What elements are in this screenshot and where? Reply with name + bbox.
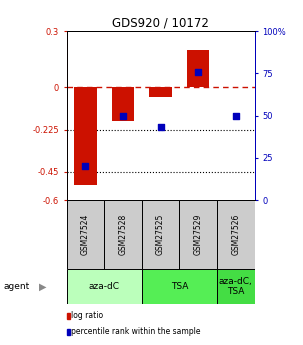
Bar <box>67 200 104 269</box>
Text: log ratio: log ratio <box>71 311 103 320</box>
Point <box>233 113 238 118</box>
Point <box>121 113 125 118</box>
Text: GSM27526: GSM27526 <box>231 214 240 255</box>
Text: aza-dC,
TSA: aza-dC, TSA <box>219 277 253 296</box>
Bar <box>217 269 255 304</box>
Bar <box>67 269 142 304</box>
Bar <box>149 87 172 97</box>
Text: GSM27528: GSM27528 <box>118 214 128 255</box>
Text: ▶: ▶ <box>39 282 47 291</box>
Text: GSM27524: GSM27524 <box>81 214 90 255</box>
Bar <box>112 87 134 121</box>
Bar <box>104 200 142 269</box>
Bar <box>74 87 97 185</box>
Point <box>158 125 163 130</box>
Text: agent: agent <box>3 282 29 291</box>
Bar <box>187 50 209 87</box>
Point <box>196 69 201 75</box>
Bar <box>217 200 255 269</box>
Text: GSM27525: GSM27525 <box>156 214 165 255</box>
Text: TSA: TSA <box>171 282 188 291</box>
Text: GSM27529: GSM27529 <box>194 214 203 255</box>
Point <box>83 164 88 169</box>
Text: percentile rank within the sample: percentile rank within the sample <box>71 327 201 336</box>
Bar <box>179 200 217 269</box>
Text: aza-dC: aza-dC <box>89 282 120 291</box>
Bar <box>142 200 179 269</box>
Title: GDS920 / 10172: GDS920 / 10172 <box>112 17 209 30</box>
Bar <box>142 269 217 304</box>
